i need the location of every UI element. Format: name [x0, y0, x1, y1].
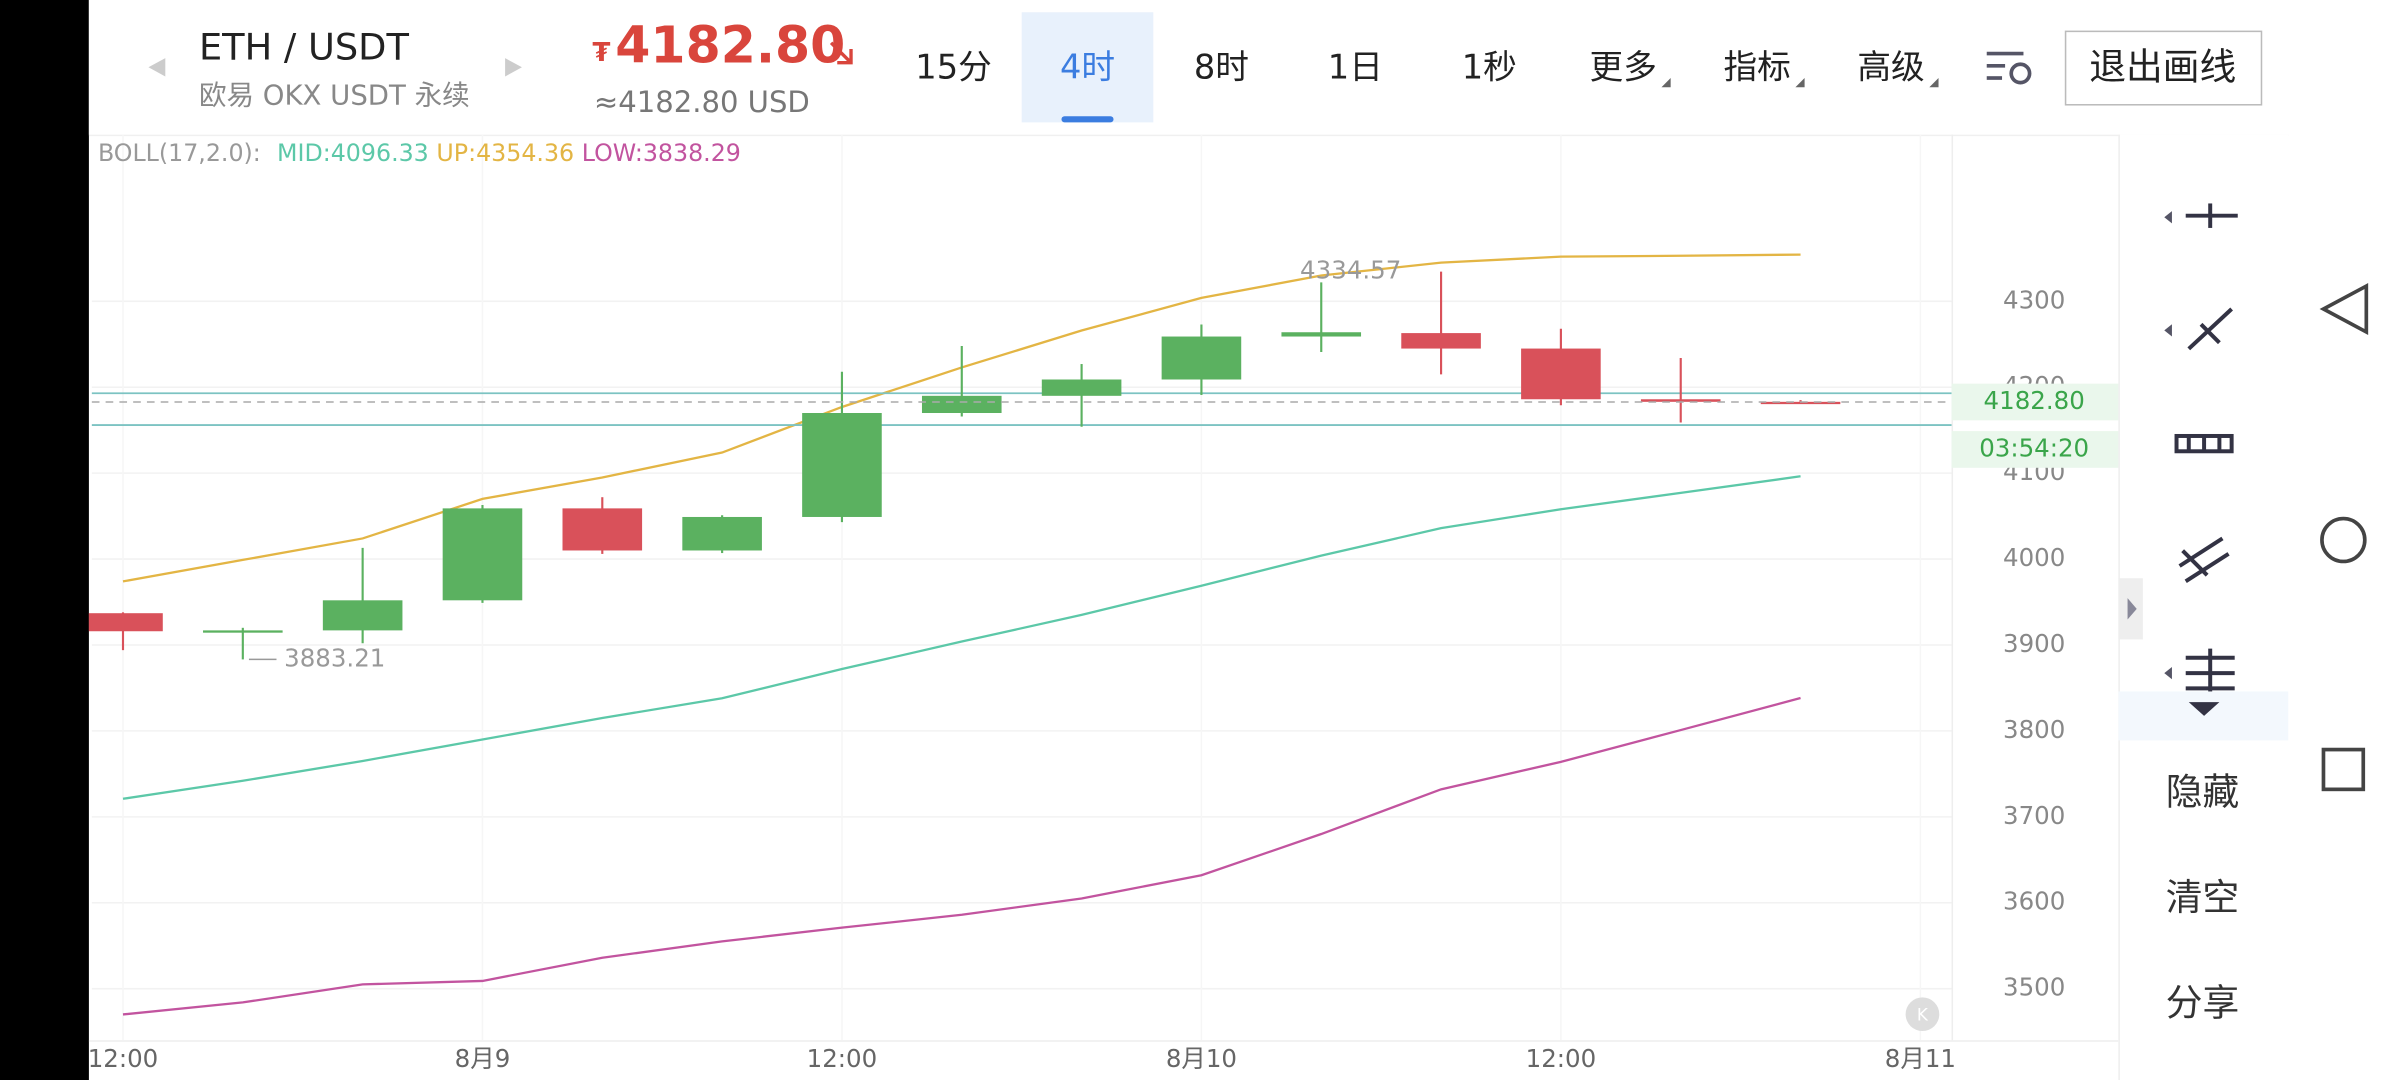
prev-arrow[interactable] [148, 58, 166, 77]
tab[interactable]: 1秒 [1462, 47, 1517, 86]
tab-dropdown-mark [1795, 78, 1805, 88]
tab[interactable]: 4时 [1060, 47, 1115, 86]
candle-body [802, 413, 882, 517]
x-tick-label: 8月10 [1166, 1044, 1237, 1073]
scroll-end-button[interactable] [1905, 997, 1940, 1032]
symbol[interactable]: ETH / USDT [199, 25, 409, 68]
candle-body [83, 613, 163, 632]
y-tick-label: 3800 [2003, 715, 2065, 744]
candle-body [921, 395, 1002, 414]
left-mask [0, 134, 89, 1080]
x-tick-label: 8月9 [455, 1044, 511, 1073]
min-label: 3883.21 [284, 643, 385, 672]
plot: 35003600370038003900400041004200430012:0… [0, 134, 2120, 1080]
candle-body [682, 516, 762, 551]
y-tick-label: 4300 [2003, 285, 2065, 314]
candle-body [322, 600, 403, 631]
settings-icon[interactable] [1986, 51, 2032, 85]
countdown-tag [1951, 431, 2120, 468]
x-tick-label: 12:00 [807, 1044, 878, 1073]
down-arrow [829, 41, 853, 65]
tab-bar: 15分 4时 8时 1日 1秒 更多 指标 高级 [915, 12, 1939, 123]
boll-line [122, 696, 1801, 1016]
y-tick-label: 4000 [2003, 543, 2065, 572]
candle-body [1521, 348, 1601, 400]
tab[interactable]: 1日 [1328, 47, 1383, 86]
active-tab-bg[interactable] [1021, 12, 1154, 123]
max-label: 4334.57 [1300, 256, 1401, 285]
y-tick-label: 3600 [2003, 887, 2065, 916]
last-price-label: 4182.80 [1984, 386, 2085, 415]
nav-home[interactable] [2320, 516, 2367, 564]
candle-body [1640, 399, 1721, 402]
tool-arrows [2164, 211, 2172, 680]
legend-entry: LOW:3838.29 [582, 139, 741, 167]
countdown-label: 03:54:20 [1979, 433, 2089, 462]
toolbar-fade [2118, 691, 2289, 741]
candle-body [562, 508, 643, 551]
drawing-toolbar [2118, 134, 2289, 1080]
grid [91, 134, 1952, 1041]
side-menu-item[interactable]: 分享 [2166, 982, 2239, 1025]
active-tab-indicator [1061, 116, 1114, 123]
last-price-tag [1951, 383, 2120, 421]
price-usd: ≈4182.80 USD [594, 85, 810, 119]
y-tick-label: 3500 [2003, 973, 2065, 1002]
side-menu-item[interactable]: 清空 [2166, 876, 2239, 919]
x-tick-label: 8月11 [1885, 1044, 1956, 1073]
x-tick-label: 12:00 [88, 1044, 159, 1073]
exit-button-label[interactable]: 退出画线 [2089, 45, 2236, 88]
toolbar-handle-arrow[interactable] [2127, 598, 2137, 620]
candle-body [203, 630, 283, 633]
price: 4182.80 [615, 15, 845, 74]
scroll-down-arrow[interactable] [2188, 702, 2220, 716]
candle-body [442, 508, 523, 601]
legend-entry: MID:4096.33 [277, 139, 429, 167]
x-tick-label: 12:00 [1526, 1044, 1597, 1073]
nav-back[interactable] [2319, 282, 2369, 336]
legend-entry: UP:4354.36 [436, 139, 574, 167]
tab[interactable]: 更多 [1590, 47, 1657, 86]
candle-body [1401, 333, 1481, 349]
y-tick-label: 3900 [2003, 629, 2065, 658]
y-tick-label: 3700 [2003, 801, 2065, 830]
candle-body [1281, 332, 1362, 337]
currency-symbol: ₮ [592, 38, 610, 68]
tab-dropdown-mark [1661, 78, 1671, 88]
exchange: 欧易 OKX USDT 永续 [199, 79, 470, 111]
tab-dropdown-mark [1929, 78, 1939, 88]
tab[interactable]: 高级 [1857, 47, 1924, 86]
boll-line [122, 475, 1801, 800]
exit-button[interactable] [2064, 30, 2263, 106]
side-menu-item[interactable]: 隐藏 [2166, 770, 2239, 813]
candle-body [1161, 336, 1242, 380]
legend: MID:4096.33 UP:4354.36 LOW:3838.29 [277, 139, 741, 167]
nav-recent[interactable] [2321, 747, 2366, 792]
tool-icons[interactable] [2174, 203, 2238, 698]
tab[interactable]: 8时 [1194, 47, 1249, 86]
indicator-label: BOLL(17,2.0): [98, 139, 261, 167]
tab[interactable]: 15分 [915, 47, 992, 86]
candle-body [1760, 401, 1841, 405]
candle-body [1041, 379, 1122, 396]
scroll-end-icon[interactable]: K [1917, 1005, 1929, 1025]
tab[interactable]: 指标 [1723, 47, 1790, 86]
next-arrow[interactable] [505, 58, 522, 77]
